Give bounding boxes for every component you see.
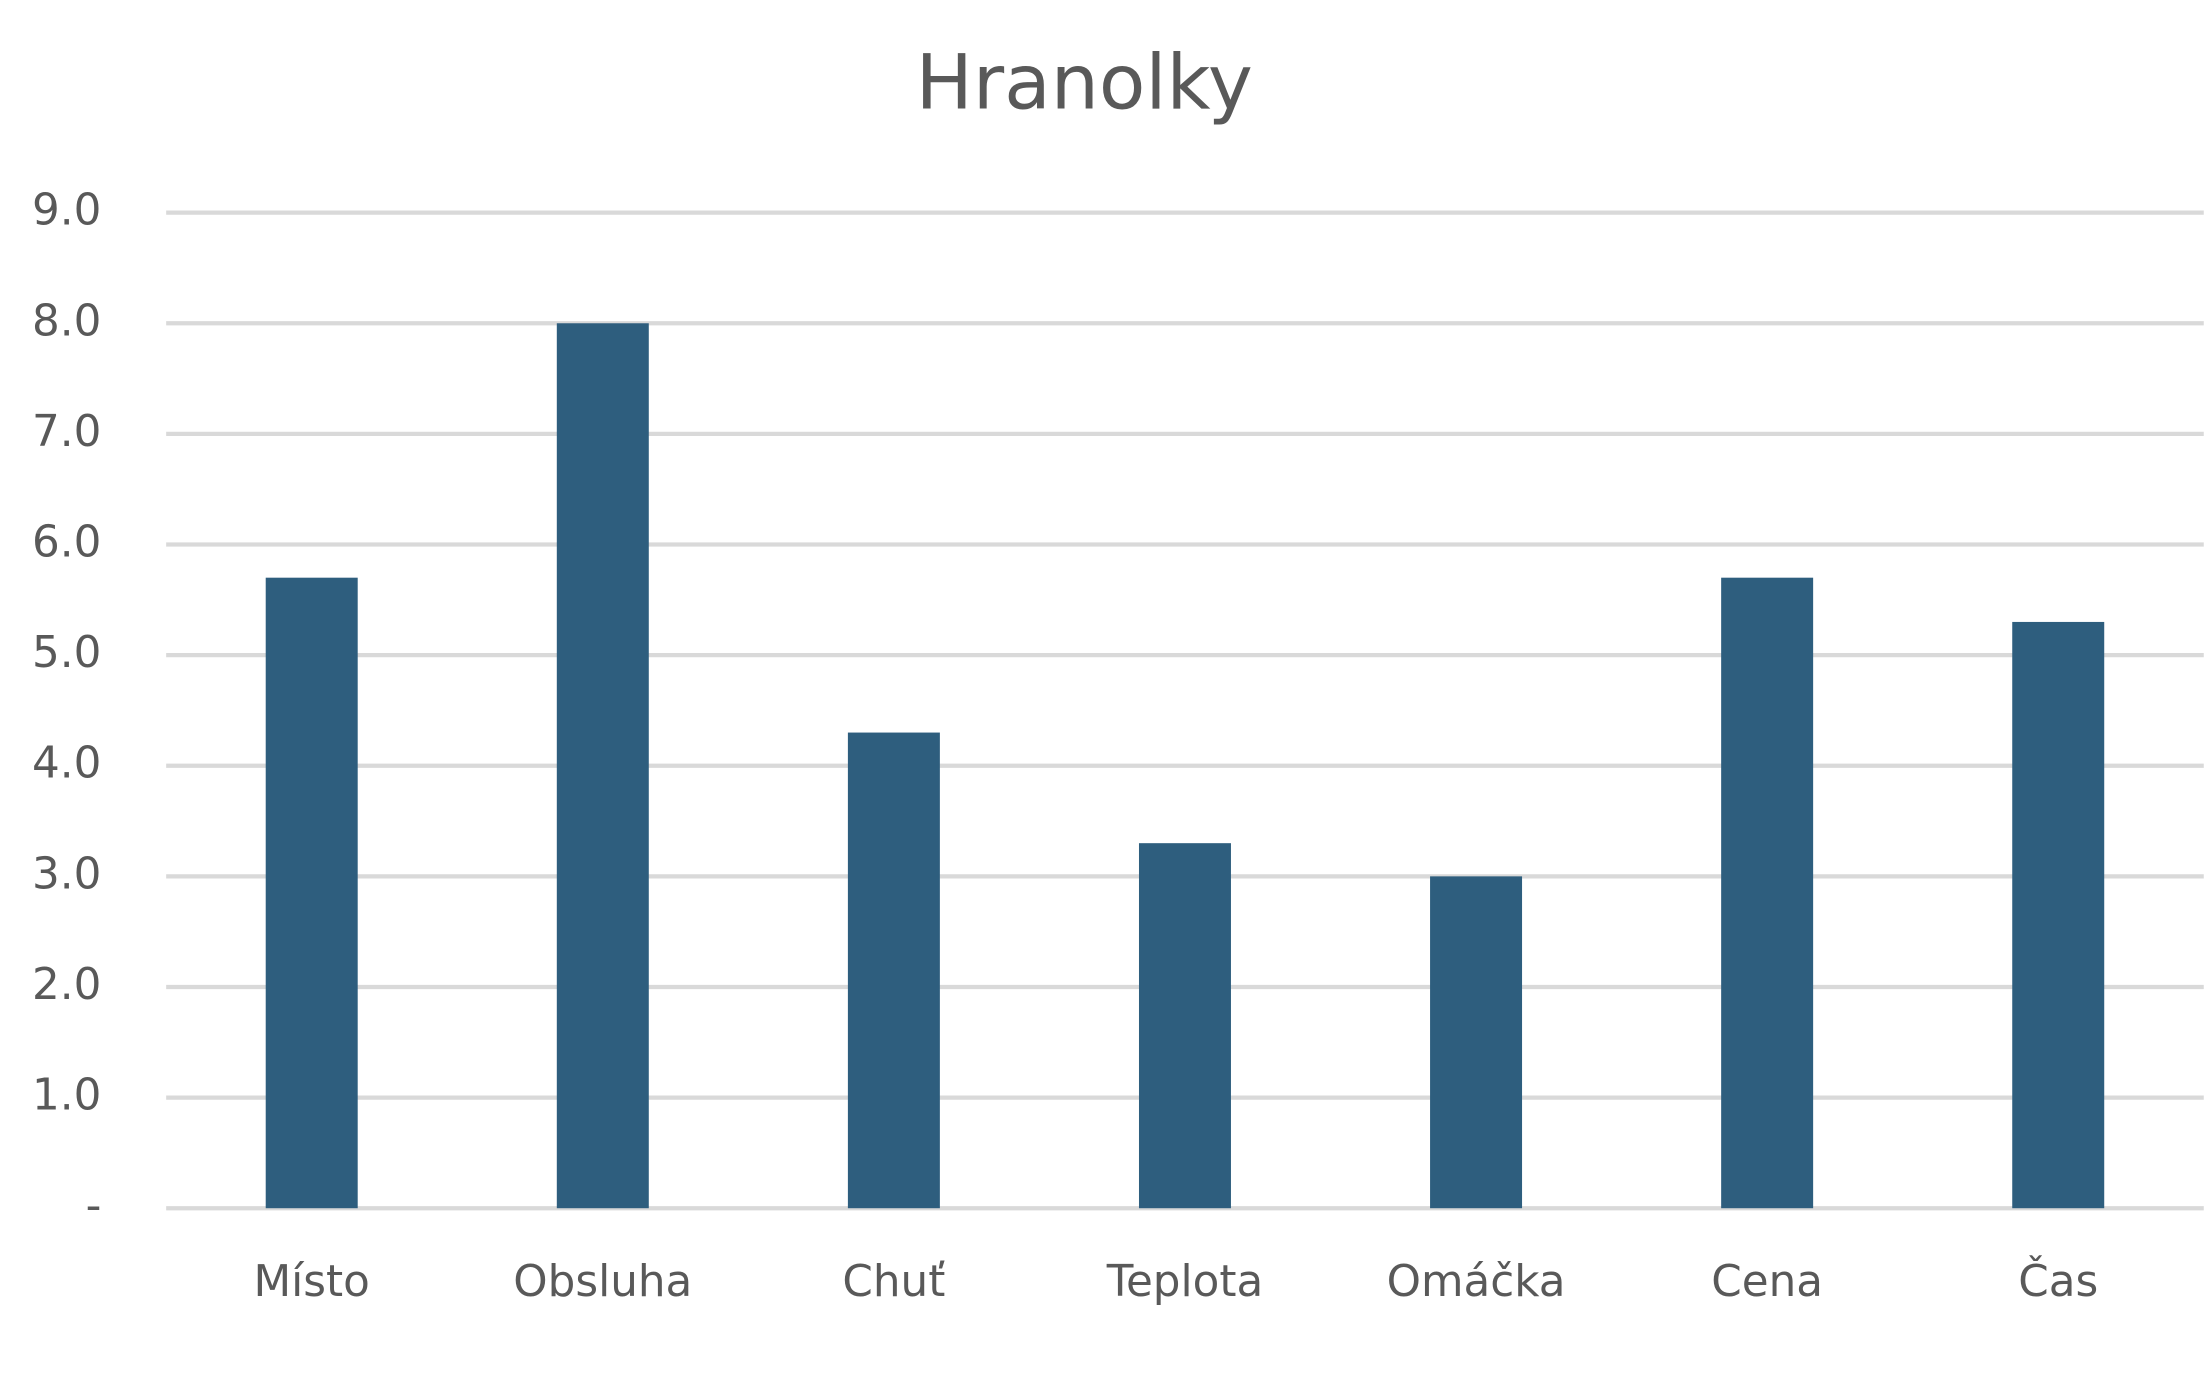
bar xyxy=(1430,876,1523,1209)
x-tick-label: Místo xyxy=(254,1256,370,1307)
x-tick-label: Cena xyxy=(1711,1256,1823,1307)
y-tick-label: 7.0 xyxy=(32,406,101,457)
y-tick-label: 4.0 xyxy=(32,738,101,789)
x-tick-label: Teplota xyxy=(1106,1256,1263,1307)
chart-title: Hranolky xyxy=(916,37,1253,126)
bar xyxy=(265,577,358,1209)
y-tick-label: 1.0 xyxy=(32,1070,101,1121)
y-tick-label: 9.0 xyxy=(32,185,101,236)
bar xyxy=(1721,577,1814,1209)
bar xyxy=(847,732,940,1209)
x-tick-label: Chuť xyxy=(842,1256,945,1307)
bar xyxy=(1138,843,1231,1209)
bar xyxy=(2012,621,2105,1209)
y-tick-label: 6.0 xyxy=(32,517,101,568)
x-tick-label: Čas xyxy=(2018,1254,2098,1307)
bar xyxy=(556,323,649,1209)
x-tick-label: Omáčka xyxy=(1387,1256,1566,1307)
y-tick-label: 3.0 xyxy=(32,848,101,899)
y-tick-label: 5.0 xyxy=(32,627,101,678)
y-tick-label: 8.0 xyxy=(32,295,101,346)
y-tick-label: - xyxy=(86,1180,102,1231)
y-tick-label: 2.0 xyxy=(32,959,101,1010)
x-tick-label: Obsluha xyxy=(513,1256,692,1307)
